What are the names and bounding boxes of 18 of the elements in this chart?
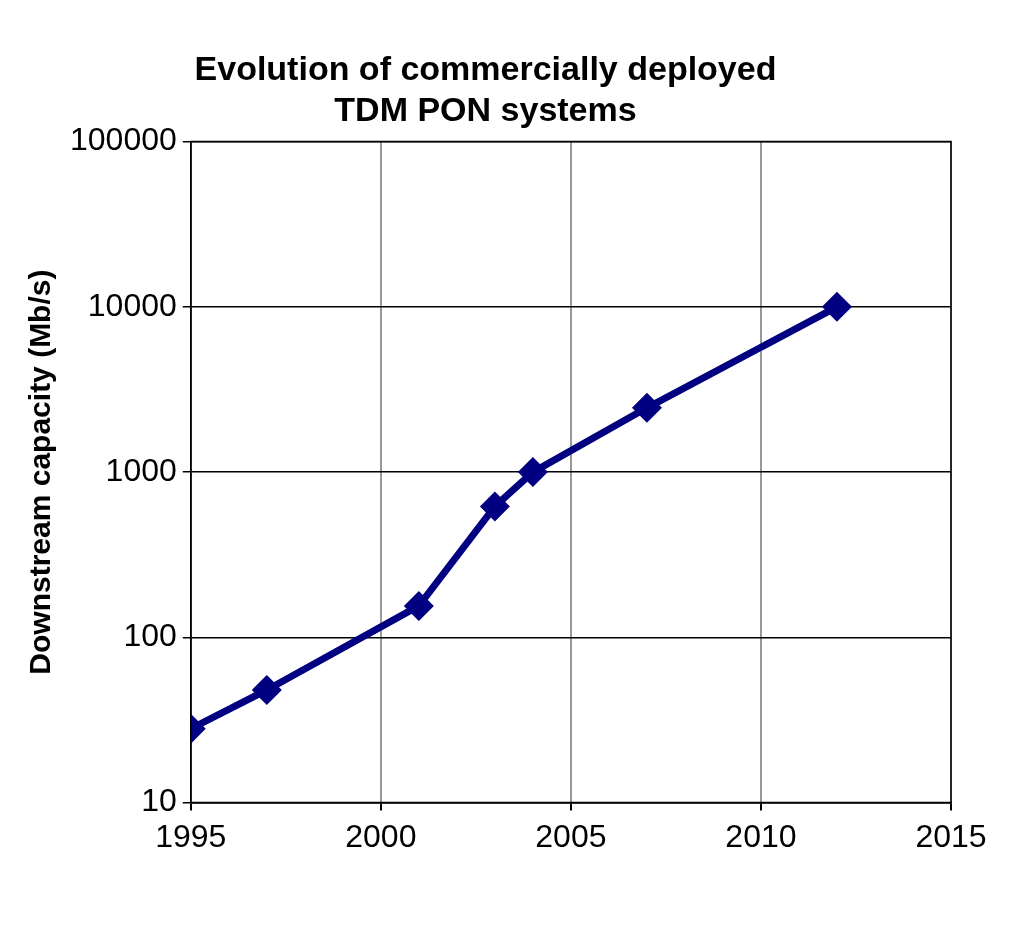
point xyxy=(403,590,434,621)
chart-title: Evolution of commercially deployed TDM PON systems xyxy=(194,48,777,128)
point xyxy=(631,392,662,423)
y-tick-label: 10000 xyxy=(87,286,177,323)
y-axis-title: Downstream capacity (Mb/s) xyxy=(23,269,57,675)
point xyxy=(251,675,282,706)
point xyxy=(479,491,510,522)
x-tick-label: 2005 xyxy=(535,817,607,854)
y-tick-label: 100000 xyxy=(70,121,177,158)
x-tick-label: 2015 xyxy=(915,817,987,854)
x-tick-label: 2010 xyxy=(725,817,797,854)
x-tick-label: 1995 xyxy=(155,817,227,854)
x-tick-label: 2000 xyxy=(345,817,417,854)
y-tick-label: 1000 xyxy=(105,451,177,488)
y-tick-label: 10 xyxy=(141,782,177,819)
y-tick-label: 100 xyxy=(123,617,177,654)
point xyxy=(517,457,548,488)
point xyxy=(821,291,852,322)
